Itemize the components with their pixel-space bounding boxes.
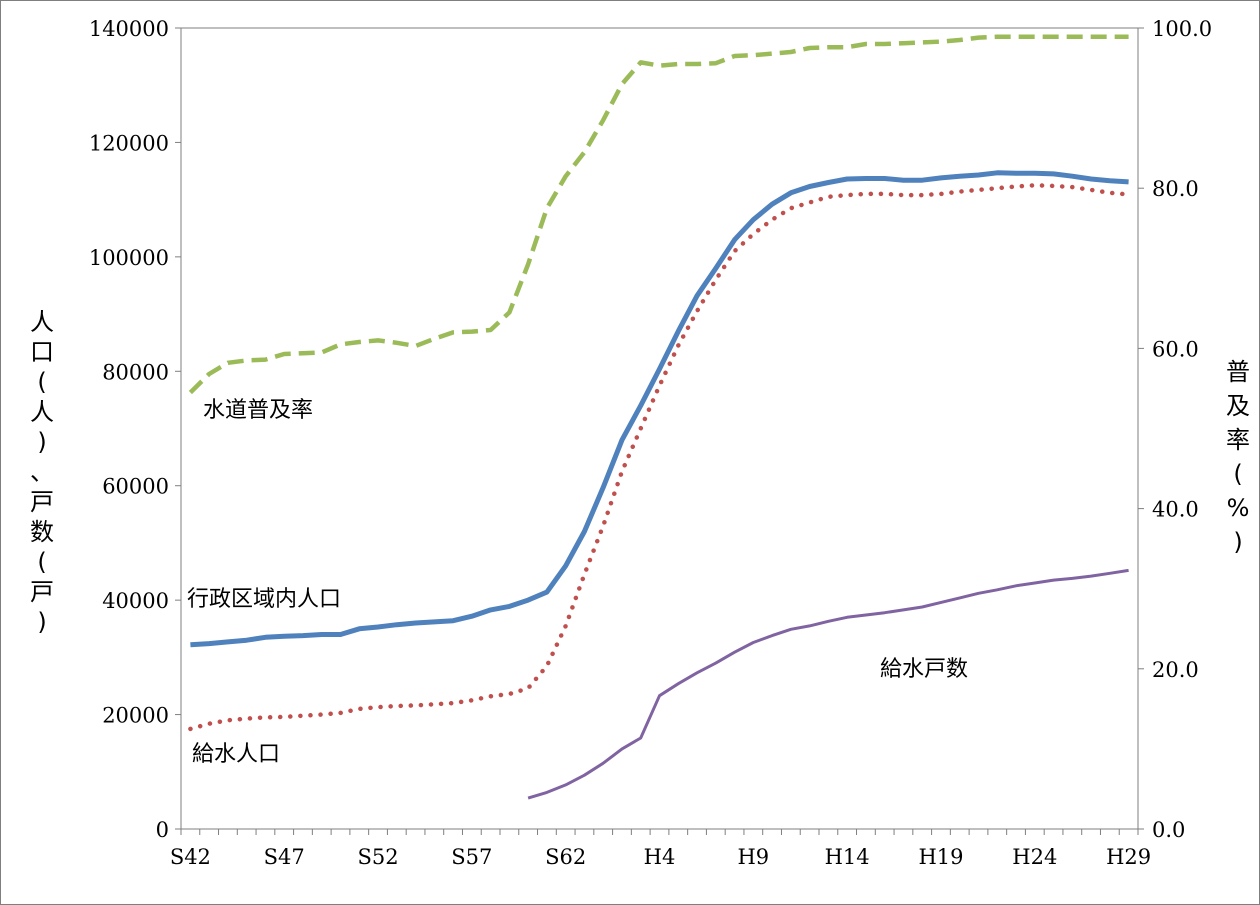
- plot-area: [181, 28, 1138, 829]
- x-tick-label: H14: [825, 845, 870, 869]
- y-right-tick-label: 60.0: [1152, 337, 1199, 361]
- annotation-admin-population: 行政区域内人口: [187, 587, 341, 612]
- series-layer: [190, 37, 1128, 798]
- y-left-tick-label: 80000: [102, 360, 169, 384]
- x-tick-label: S62: [545, 845, 586, 869]
- annotation-served-population: 給水人口: [192, 742, 280, 767]
- y-right-axis-title: 普及率(%): [1226, 358, 1250, 556]
- x-tick-label: H29: [1106, 845, 1151, 869]
- x-tick-label: S47: [264, 845, 305, 869]
- y-left-tick-label: 40000: [102, 589, 169, 613]
- y-right-tick-label: 100.0: [1152, 17, 1212, 41]
- y-left-axis-ticks: 0 20000 40000 60000 80000 100000 120000 140000: [89, 17, 181, 842]
- y-left-tick-label: 60000: [102, 475, 169, 499]
- y-left-tick-label: 100000: [89, 246, 169, 270]
- y-right-tick-label: 20.0: [1152, 658, 1199, 682]
- y-left-tick-label: 0: [156, 818, 169, 842]
- series-line-給水人口: [190, 185, 1128, 729]
- x-tick-label: S57: [451, 845, 492, 869]
- y-right-tick-label: 80.0: [1152, 177, 1199, 201]
- y-left-axis-title: 人口(人)、戸数(戸): [30, 308, 54, 636]
- series-line-行政区域内人口: [190, 173, 1128, 645]
- annotation-served-households: 給水戸数: [880, 657, 968, 682]
- x-tick-label: S42: [170, 845, 211, 869]
- x-tick-label: H4: [644, 845, 676, 869]
- x-tick-label: H24: [1012, 845, 1057, 869]
- y-right-tick-label: 0.0: [1152, 818, 1185, 842]
- y-left-tick-label: 20000: [102, 704, 169, 728]
- annotation-water-rate: 水道普及率: [203, 398, 313, 423]
- x-tick-label: H19: [918, 845, 963, 869]
- x-tick-label: H9: [737, 845, 769, 869]
- x-axis-ticks: S42 S47 S52 S57 S62 H4 H9 H14 H19 H24 H29: [170, 829, 1151, 869]
- series-line-水道普及率: [190, 37, 1128, 393]
- y-left-tick-label: 140000: [89, 17, 169, 41]
- x-tick-label: S52: [357, 845, 398, 869]
- y-right-tick-label: 40.0: [1152, 498, 1199, 522]
- y-left-tick-label: 120000: [89, 131, 169, 155]
- series-line-給水戸数: [528, 570, 1129, 798]
- y-right-axis-ticks: 0.0 20.0 40.0 60.0 80.0 100.0: [1138, 17, 1212, 842]
